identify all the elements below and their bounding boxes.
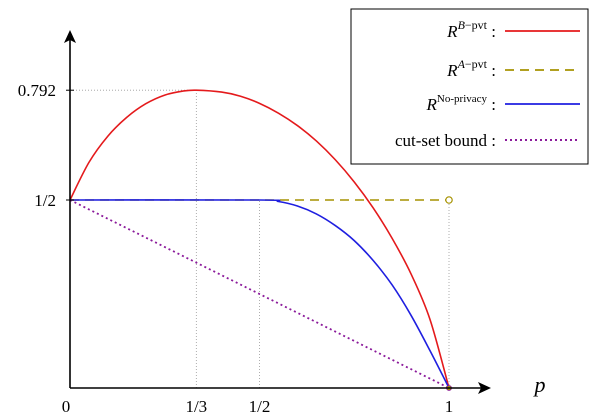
series-line-b_pvt — [69, 89, 450, 389]
x-tick-label-0: 1/3 — [185, 397, 207, 416]
x-axis-arrow — [478, 382, 491, 394]
series-end-marker-a_pvt — [445, 196, 453, 204]
x-axis-label: p — [533, 372, 546, 397]
y-tick-label-1: 0.792 — [18, 81, 56, 100]
legend-label-a_pvt: RA−pvt : — [446, 57, 496, 80]
series-line-cutset — [69, 199, 450, 389]
tick-labels: 1/2 0.792 1/3 1/2 1 0 p — [18, 81, 546, 416]
origin-label: 0 — [62, 397, 71, 416]
x-tick-label-1: 1/2 — [249, 397, 271, 416]
chart-axes — [64, 30, 491, 394]
y-axis-arrow — [64, 30, 76, 43]
chart-series — [69, 89, 453, 391]
legend-box — [350, 8, 589, 165]
series-line-no_privacy — [69, 199, 450, 389]
y-tick-label-0: 1/2 — [34, 191, 56, 210]
legend: RB−pvt : RA−pvt : RNo-privacy : cut-set bou… — [350, 8, 589, 165]
x-tick-label-2: 1 — [445, 397, 454, 416]
legend-label-no_privacy: RNo-privacy : — [426, 93, 496, 114]
legend-label-cutset: cut-set bound : — [395, 131, 496, 150]
legend-label-b_pvt: RB−pvt : — [446, 18, 496, 41]
